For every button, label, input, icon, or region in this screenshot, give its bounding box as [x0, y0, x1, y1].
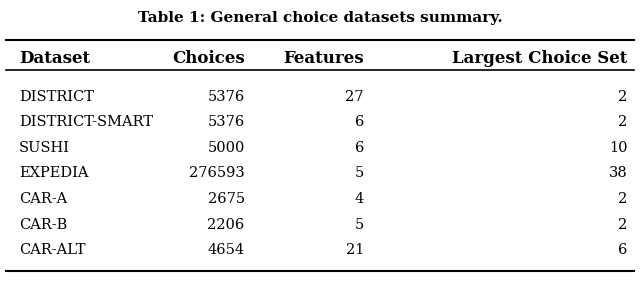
Text: SUSHI: SUSHI: [19, 141, 70, 155]
Text: 4: 4: [355, 192, 364, 206]
Text: 6: 6: [355, 115, 364, 129]
Text: Dataset: Dataset: [19, 50, 90, 67]
Text: 5376: 5376: [207, 115, 244, 129]
Text: 2: 2: [618, 192, 627, 206]
Text: 5000: 5000: [207, 141, 244, 155]
Text: 276593: 276593: [189, 166, 244, 180]
Text: Features: Features: [284, 50, 364, 67]
Text: 5: 5: [355, 166, 364, 180]
Text: 27: 27: [346, 90, 364, 104]
Text: 2675: 2675: [207, 192, 244, 206]
Text: 6: 6: [618, 243, 627, 257]
Text: 2206: 2206: [207, 217, 244, 232]
Text: 5376: 5376: [207, 90, 244, 104]
Text: CAR-ALT: CAR-ALT: [19, 243, 86, 257]
Text: 10: 10: [609, 141, 627, 155]
Text: CAR-B: CAR-B: [19, 217, 67, 232]
Text: CAR-A: CAR-A: [19, 192, 67, 206]
Text: EXPEDIA: EXPEDIA: [19, 166, 88, 180]
Text: Largest Choice Set: Largest Choice Set: [452, 50, 627, 67]
Text: 2: 2: [618, 115, 627, 129]
Text: Choices: Choices: [172, 50, 244, 67]
Text: 4654: 4654: [207, 243, 244, 257]
Text: 5: 5: [355, 217, 364, 232]
Text: 38: 38: [609, 166, 627, 180]
Text: DISTRICT: DISTRICT: [19, 90, 94, 104]
Text: 2: 2: [618, 217, 627, 232]
Text: 21: 21: [346, 243, 364, 257]
Text: Table 1: General choice datasets summary.: Table 1: General choice datasets summary…: [138, 11, 502, 25]
Text: 2: 2: [618, 90, 627, 104]
Text: 6: 6: [355, 141, 364, 155]
Text: DISTRICT-SMART: DISTRICT-SMART: [19, 115, 153, 129]
